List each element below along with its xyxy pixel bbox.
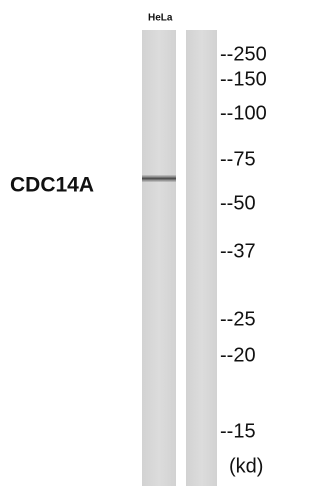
marker-label: --50 <box>220 192 256 214</box>
lane-label: HeLa <box>148 13 173 24</box>
marker-label: --75 <box>220 148 256 170</box>
marker-label: --150 <box>220 68 267 90</box>
marker-label: --25 <box>220 308 256 330</box>
unit-label: (kd) <box>229 455 263 477</box>
page: HeLa CDC14A --250--150--100--75--50--37-… <box>0 0 320 486</box>
marker-label: --20 <box>220 344 256 366</box>
lane-1 <box>142 30 176 486</box>
marker-label: --250 <box>220 43 267 65</box>
band <box>142 175 176 182</box>
marker-label: --100 <box>220 102 267 124</box>
marker-label: --37 <box>220 240 256 262</box>
marker-label: --15 <box>220 420 256 442</box>
blot-figure: HeLa CDC14A --250--150--100--75--50--37-… <box>0 0 297 486</box>
marker-ladder: --250 --150 --100 --75 --50 --37 --25 --20 --15 <box>220 43 267 442</box>
lane-2 <box>186 30 217 486</box>
protein-label: CDC14A <box>10 174 94 197</box>
